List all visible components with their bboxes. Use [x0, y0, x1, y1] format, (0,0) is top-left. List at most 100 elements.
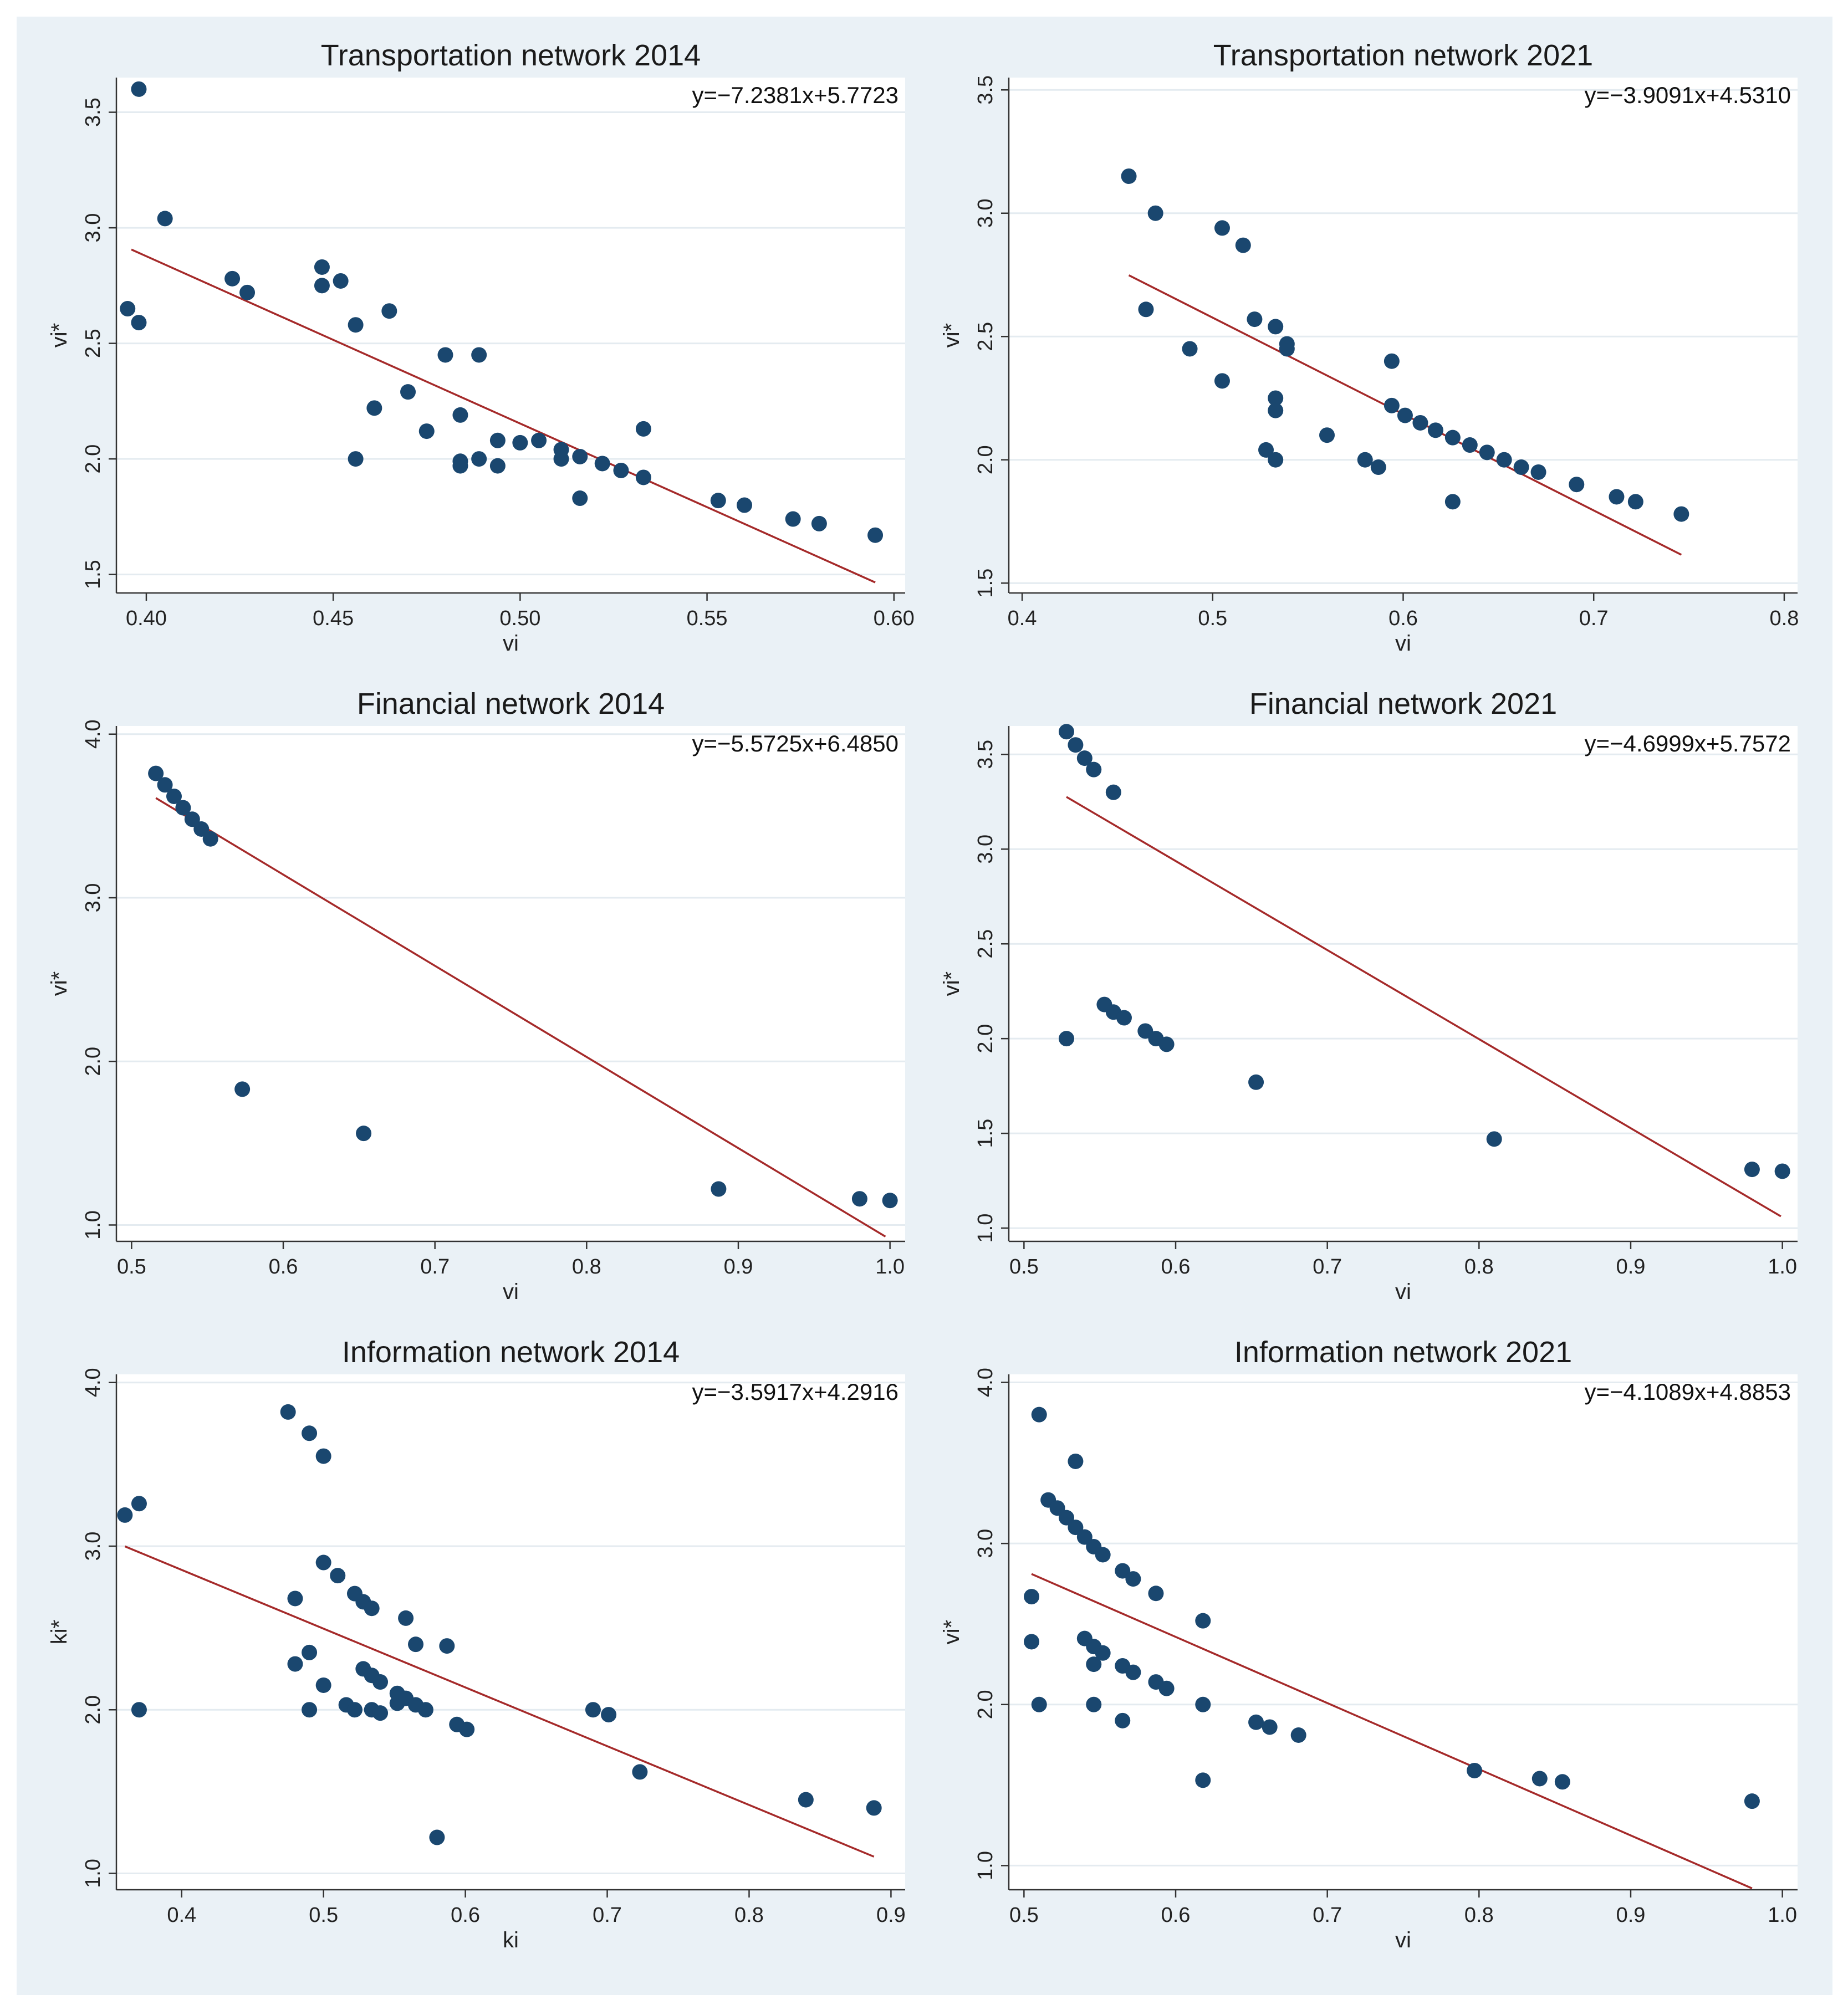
chart-4: 0.5 0.6 0.7 0.8 0.9 1.0 1.0 1.5 2.0 2.5 3.0 3.5 Fina…	[940, 687, 1798, 1304]
y-tick-label: 3.5	[974, 75, 997, 105]
x-tick-label: 0.5	[1198, 607, 1227, 630]
data-point	[1195, 1696, 1211, 1712]
x-tick-label: 0.5	[1009, 1255, 1039, 1278]
x-tick-label: 0.55	[687, 607, 728, 630]
data-point	[572, 490, 588, 507]
data-point	[1744, 1162, 1760, 1178]
data-point	[1076, 750, 1093, 766]
data-point	[1462, 437, 1478, 453]
data-point	[1105, 784, 1121, 800]
y-tick-label: 4.0	[81, 719, 105, 749]
data-point	[471, 347, 487, 363]
data-point	[1058, 1510, 1074, 1526]
figure: 0.40 0.45 0.50 0.55 0.60 1.5 2.0 2.5 3.0 3.5 Trans…	[17, 17, 1832, 1995]
data-point	[398, 1610, 414, 1626]
fit-line	[131, 248, 876, 584]
chart-2: 0.4 0.5 0.6 0.7 0.8 1.5 2.0 2.5 3.0 3.5 Transporta…	[940, 39, 1799, 656]
data-point	[1444, 429, 1461, 446]
y-tick-label: 3.0	[974, 198, 997, 228]
data-point	[302, 1644, 318, 1660]
data-point	[798, 1792, 814, 1808]
data-point	[234, 1081, 251, 1097]
chart-5: 0.4 0.5 0.6 0.7 0.8 0.9 1.0 2.0 3.0 4.0 Informatio…	[47, 1336, 906, 1952]
data-point	[439, 1638, 455, 1654]
data-point	[131, 1702, 147, 1718]
data-point	[1554, 1774, 1570, 1790]
data-point	[1086, 1696, 1102, 1712]
data-point	[348, 451, 364, 467]
data-point	[1147, 205, 1163, 221]
data-point	[737, 497, 753, 513]
x-tick-label: 0.9	[1616, 1255, 1646, 1278]
x-tick-label: 0.9	[876, 1904, 906, 1927]
data-point	[1058, 1031, 1074, 1047]
charts-svg: 0.40 0.45 0.50 0.55 0.60 1.5 2.0 2.5 3.0 3.5 Trans…	[47, 39, 1799, 1952]
data-point	[1247, 311, 1263, 328]
data-point	[1262, 1719, 1278, 1735]
y-tick-label: 4.0	[81, 1368, 105, 1397]
data-point	[372, 1705, 389, 1721]
x-tick-label: 0.60	[874, 607, 915, 630]
data-point	[131, 315, 147, 331]
data-point	[239, 284, 256, 300]
x-tick-label: 0.6	[1161, 1255, 1191, 1278]
data-point	[1268, 452, 1284, 468]
data-point	[287, 1590, 303, 1607]
plot-area	[116, 1374, 905, 1890]
data-point	[1268, 390, 1284, 406]
y-tick-label: 2.5	[974, 929, 997, 959]
y-axis-label: vi*	[940, 971, 964, 996]
y-tick-label: 3.0	[81, 1532, 105, 1561]
data-point	[437, 347, 453, 363]
data-point	[1744, 1793, 1760, 1809]
data-point	[224, 270, 241, 287]
data-point	[202, 831, 218, 847]
data-point	[632, 1764, 648, 1780]
data-point	[1444, 494, 1461, 510]
fit-equation: y=−5.5725x+6.4850	[692, 730, 899, 756]
y-tick-label: 3.0	[81, 883, 105, 913]
y-axis-label: vi*	[47, 971, 72, 996]
data-point	[280, 1404, 296, 1420]
data-point	[1158, 1036, 1175, 1052]
data-point	[1031, 1696, 1047, 1712]
y-tick-label: 2.0	[974, 1690, 997, 1719]
x-axis-label: vi	[503, 1280, 519, 1304]
data-point	[1182, 341, 1198, 357]
x-tick-label: 0.50	[499, 607, 540, 630]
data-point	[1068, 737, 1084, 753]
data-point	[1479, 444, 1495, 461]
data-point	[553, 451, 569, 467]
y-tick-label: 1.5	[81, 560, 105, 589]
data-point	[1248, 1074, 1264, 1090]
plot-area	[116, 78, 905, 593]
data-point	[452, 458, 468, 474]
data-point	[1086, 761, 1102, 778]
data-point	[366, 400, 382, 416]
fit-line	[124, 1545, 875, 1858]
plot-area	[1009, 78, 1798, 593]
data-point	[594, 456, 610, 472]
data-point	[452, 407, 468, 423]
data-point	[489, 432, 506, 448]
data-point	[1125, 1664, 1141, 1680]
data-point	[635, 421, 651, 437]
data-point	[417, 1702, 433, 1718]
y-axis-label: vi*	[47, 323, 72, 347]
y-tick-label: 1.0	[974, 1214, 997, 1243]
data-point	[175, 800, 191, 816]
data-point	[1138, 301, 1154, 318]
data-point	[184, 811, 200, 827]
data-point	[1258, 442, 1274, 458]
x-tick-label: 0.8	[734, 1904, 764, 1927]
x-tick-label: 0.9	[1616, 1904, 1646, 1927]
plot-area	[116, 726, 905, 1241]
data-point	[120, 301, 136, 317]
data-point	[811, 515, 827, 531]
chart-title: Information network 2014	[342, 1336, 680, 1369]
data-point	[1370, 459, 1386, 475]
x-tick-label: 0.5	[309, 1904, 338, 1927]
data-point	[711, 1181, 727, 1197]
chart-title: Financial network 2021	[1249, 687, 1557, 720]
x-tick-label: 0.7	[593, 1904, 622, 1927]
